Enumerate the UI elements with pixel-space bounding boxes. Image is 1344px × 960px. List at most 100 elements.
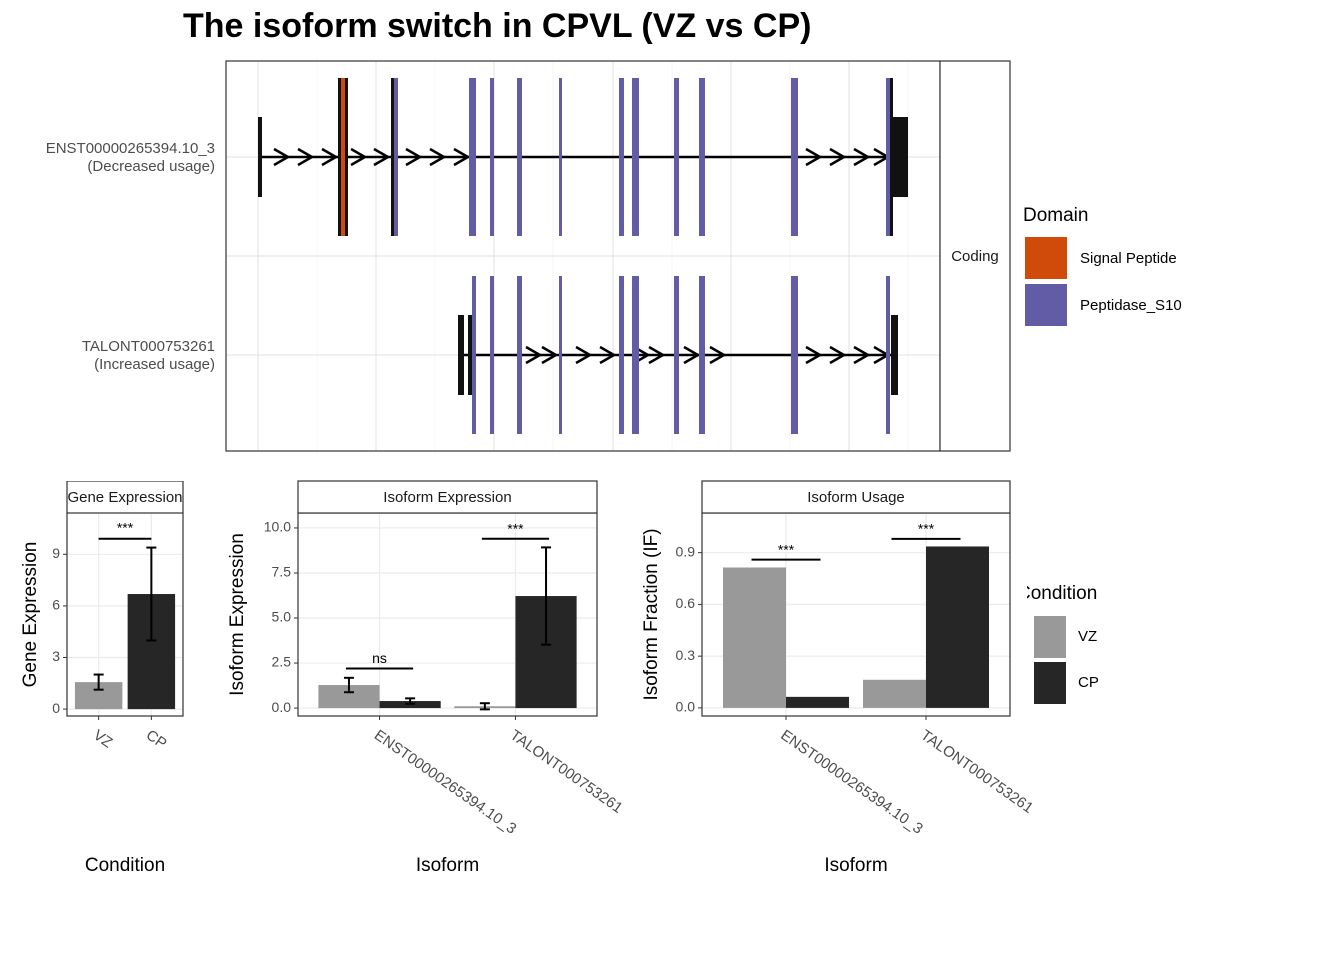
exon <box>886 78 890 236</box>
y-tick-label: 0.3 <box>676 647 696 663</box>
strip-box <box>297 480 598 514</box>
y-tick-label: 6 <box>52 597 60 613</box>
exon <box>391 78 394 236</box>
exon <box>258 117 262 197</box>
bar <box>926 546 989 708</box>
exon <box>632 276 639 434</box>
y-tick-label: 0.0 <box>272 699 292 715</box>
exon <box>490 276 494 434</box>
strip-label: Gene Expression <box>67 489 182 506</box>
exon <box>394 78 398 236</box>
legend-key <box>1025 237 1067 279</box>
strip: Isoform Usage <box>701 480 1011 514</box>
significance-label: *** <box>918 521 935 537</box>
y-tick-label: 9 <box>52 545 60 561</box>
exon <box>886 276 890 434</box>
exon <box>674 276 679 434</box>
exon <box>674 78 679 236</box>
exon <box>699 78 705 236</box>
intron-arrow <box>429 147 447 167</box>
intron-arrow <box>297 147 315 167</box>
exon <box>469 78 476 236</box>
exon <box>559 78 562 236</box>
exon <box>893 117 908 197</box>
bar <box>863 679 926 708</box>
intron-arrow <box>805 147 823 167</box>
y-tick-label: 0.6 <box>676 595 696 611</box>
transcript-usage: (Increased usage) <box>94 356 215 373</box>
legend-key <box>1034 662 1066 704</box>
x-axis-title: Isoform <box>824 855 887 876</box>
y-tick-label: 7.5 <box>272 564 292 580</box>
intron-arrow <box>805 345 823 365</box>
y-tick-label: 3 <box>52 648 60 664</box>
exon <box>891 315 898 395</box>
legend-label: Signal Peptide <box>1080 250 1177 267</box>
exon <box>341 78 345 236</box>
intron-arrow <box>829 147 847 167</box>
facet-label: Coding <box>951 248 999 265</box>
intron-arrow <box>709 345 727 365</box>
exon <box>468 315 472 395</box>
significance-label: ns <box>372 650 387 666</box>
strip: Gene Expression <box>66 481 184 513</box>
exon <box>791 276 798 434</box>
significance-label: *** <box>117 520 134 536</box>
intron-arrow <box>853 345 871 365</box>
facet-strip <box>939 60 1011 452</box>
intron-arrow <box>525 345 543 365</box>
strip-label: Isoform Usage <box>807 489 905 506</box>
exon <box>490 78 494 236</box>
exon <box>890 78 893 236</box>
legend-title-clip: Condition <box>1017 583 1097 604</box>
x-axis-title: Isoform <box>416 855 479 876</box>
exon <box>338 78 341 236</box>
strip-box <box>66 481 184 513</box>
intron-arrow <box>373 147 391 167</box>
transcript-name: TALONT000753261 <box>82 338 215 355</box>
strip-label: Isoform Expression <box>383 489 511 506</box>
y-axis-title: Isoform Fraction (IF) <box>641 528 662 700</box>
legend-title: Condition <box>1017 583 1097 604</box>
intron-arrow <box>405 147 423 167</box>
bar <box>723 567 786 708</box>
y-tick-label: 0.9 <box>676 543 696 559</box>
exon <box>619 78 624 236</box>
y-tick-label: 0 <box>52 700 60 716</box>
y-tick-label: 0.0 <box>676 699 696 715</box>
transcript-name: ENST00000265394.10_3 <box>46 140 215 157</box>
intron-arrow <box>273 147 291 167</box>
strip-box <box>701 480 1011 514</box>
intron-arrow <box>321 147 339 167</box>
legend-key <box>1034 616 1066 658</box>
y-tick-label: 10.0 <box>264 519 291 535</box>
y-axis-title: Gene Expression <box>20 542 41 688</box>
x-tick-label: TALONT000753261 <box>917 727 1036 817</box>
y-axis-title: Isoform Expression <box>227 533 248 696</box>
legend-label: VZ <box>1078 628 1097 645</box>
bar <box>786 696 849 708</box>
intron-arrow <box>453 147 471 167</box>
intron-arrow <box>350 147 368 167</box>
bar <box>318 685 380 709</box>
significance-label: *** <box>507 520 524 536</box>
significance-label: *** <box>778 541 795 557</box>
x-tick-label: CP <box>143 727 170 753</box>
transcript-usage: (Decreased usage) <box>87 158 215 175</box>
exon <box>472 276 476 434</box>
intron-arrow <box>541 345 559 365</box>
x-tick-label: TALONT000753261 <box>507 727 626 817</box>
figure-title: The isoform switch in CPVL (VZ vs CP) <box>183 7 811 45</box>
intron-arrow <box>648 345 666 365</box>
x-tick-label: VZ <box>90 727 115 752</box>
exon <box>458 315 464 395</box>
intron-arrow <box>829 345 847 365</box>
legend-label: Peptidase_S10 <box>1080 297 1182 314</box>
legend-label: CP <box>1078 674 1099 691</box>
intron-arrow <box>575 345 593 365</box>
x-axis-title: Condition <box>85 855 165 876</box>
exon <box>517 78 522 236</box>
strip: Isoform Expression <box>297 480 598 514</box>
